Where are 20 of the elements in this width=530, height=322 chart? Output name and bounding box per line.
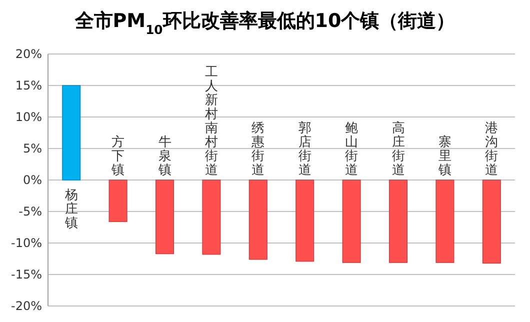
y-tick-label: -5% (18, 204, 42, 219)
y-tick-label: 5% (22, 142, 42, 156)
y-tick-label: 15% (15, 78, 42, 93)
y-tick-label: -10% (10, 236, 42, 250)
y-tick-label: -20% (10, 299, 42, 314)
x-tick-label: 鲍山街道 (345, 121, 358, 178)
x-tick-label: 杨庄镇 (64, 188, 78, 231)
y-tick-label: 10% (15, 110, 42, 124)
y-tick-label: -15% (10, 268, 42, 282)
y-tick-label: 0% (22, 173, 42, 188)
x-tick-label: 港沟街道 (485, 121, 498, 178)
x-tick-label: 方下镇 (110, 134, 125, 178)
chart-title: 全市PM$_{10}$环比改善率最低的10个镇（街道） (74, 10, 456, 37)
x-tick-label: 绣惠街道 (250, 121, 265, 178)
x-tick-label: 寨里镇 (437, 134, 452, 178)
y-tick-label: 20% (15, 47, 42, 62)
x-tick-label: 工人新村南村街道 (204, 65, 218, 178)
x-tick-label: 高庄街道 (392, 120, 405, 178)
x-tick-label: 牛泉镇 (157, 135, 172, 178)
x-tick-label: 郭店街道 (298, 121, 312, 178)
